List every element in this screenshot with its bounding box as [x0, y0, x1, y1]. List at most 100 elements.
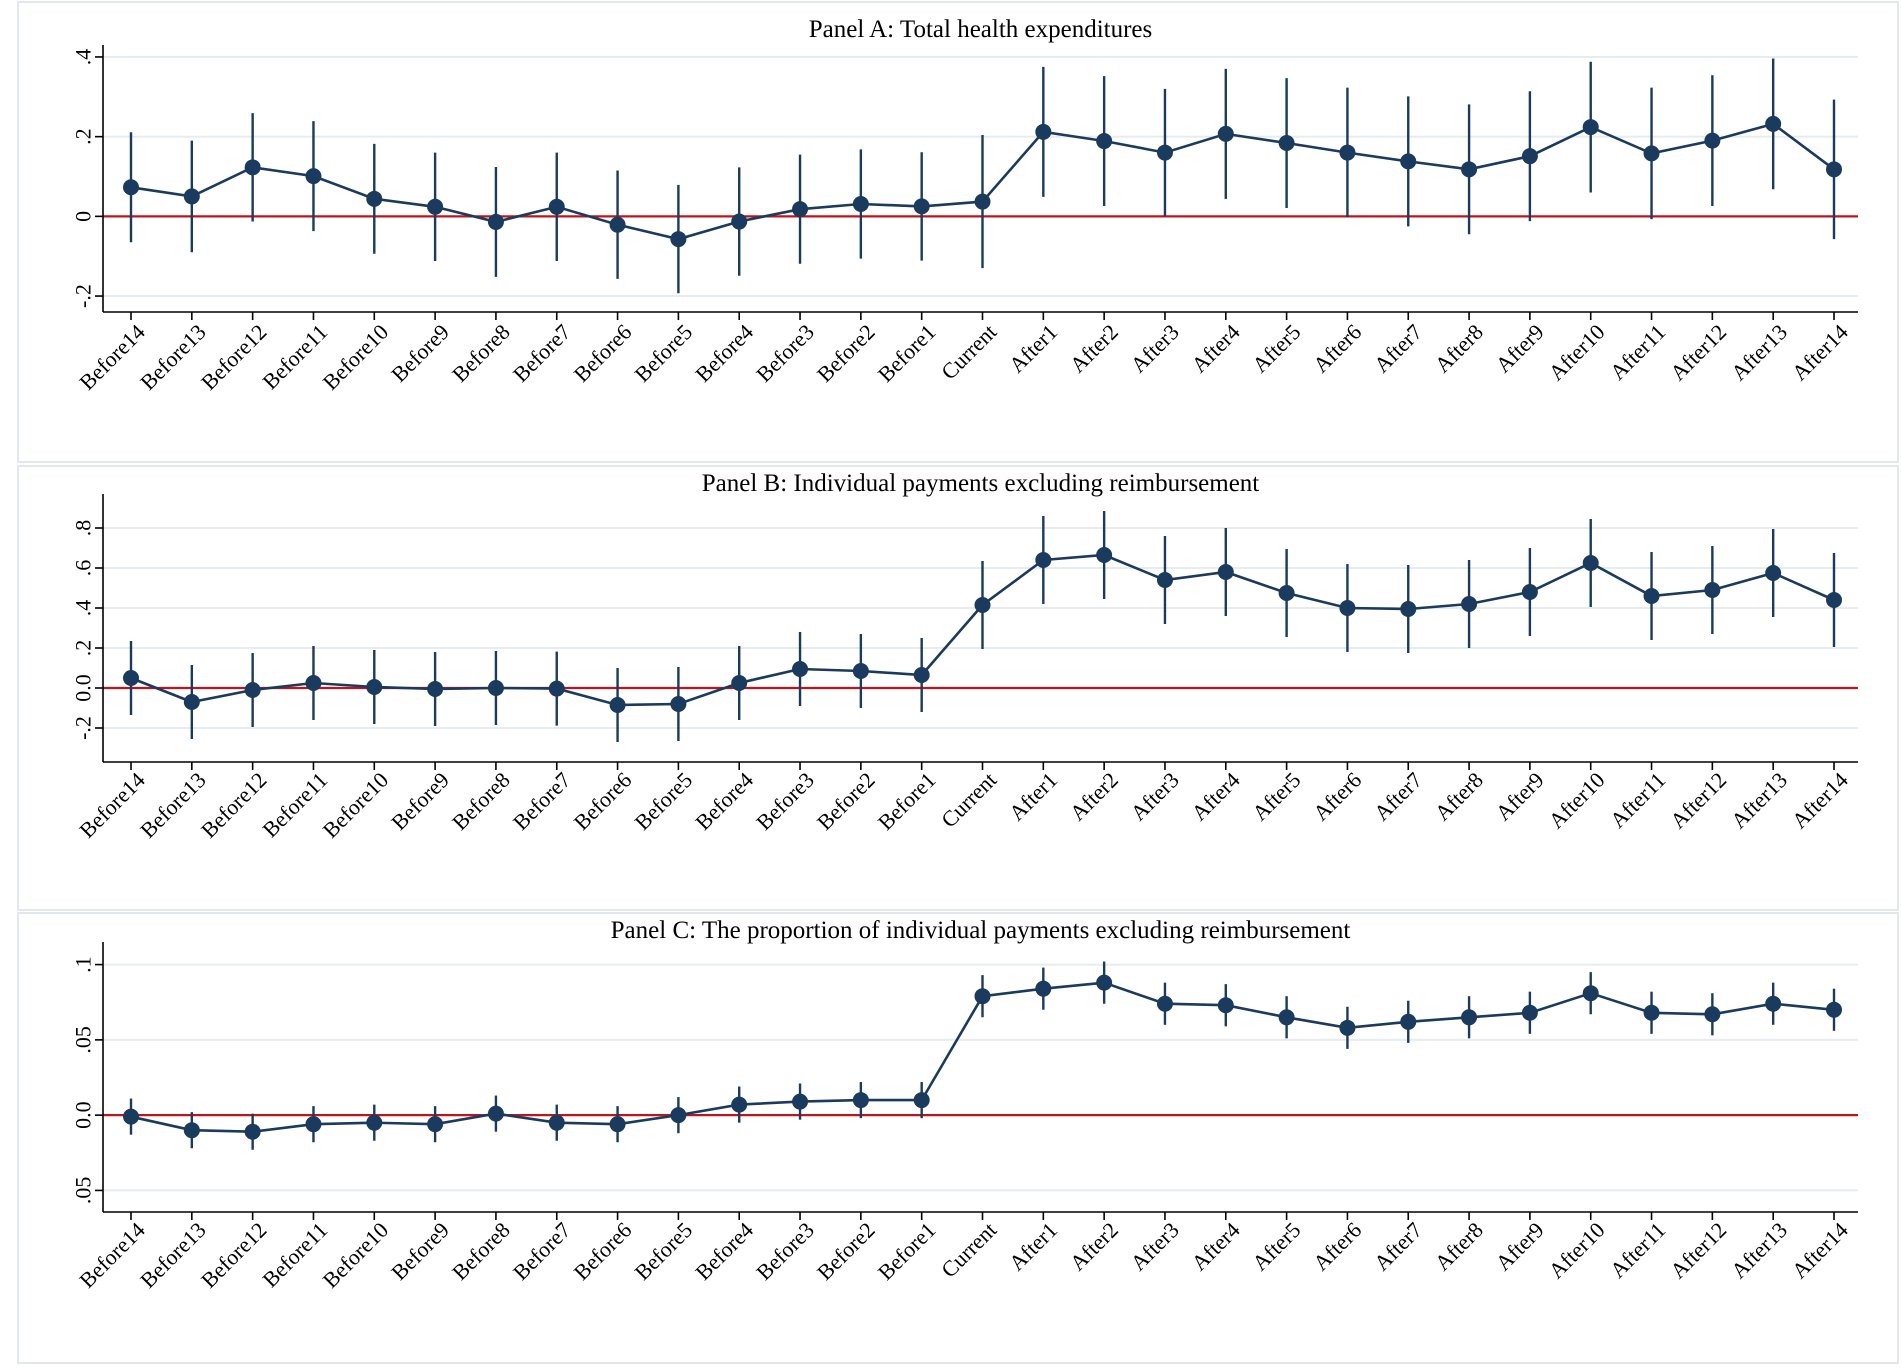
point-estimate — [1765, 995, 1782, 1012]
point-estimate — [427, 681, 444, 697]
point-estimate — [1339, 600, 1356, 616]
point-estimate — [792, 1093, 809, 1110]
point-estimate — [1096, 974, 1113, 991]
point-estimate — [1339, 1019, 1356, 1036]
point-estimate — [913, 198, 930, 215]
y-tick-label: .4 — [71, 600, 96, 617]
point-estimate — [1400, 1013, 1417, 1030]
point-estimate — [1461, 596, 1478, 612]
panel-title: Panel C: The proportion of individual pa… — [611, 917, 1351, 944]
y-tick-label: 0.0 — [71, 674, 96, 702]
point-estimate — [1096, 547, 1113, 563]
y-tick-label: .05 — [71, 1177, 96, 1205]
point-estimate — [1278, 585, 1295, 601]
point-estimate — [1217, 564, 1234, 580]
y-tick-label: .1 — [71, 956, 96, 973]
point-estimate — [731, 675, 748, 691]
point-estimate — [1704, 132, 1721, 149]
point-estimate — [244, 682, 261, 698]
y-tick-label: -.2 — [71, 716, 96, 740]
point-estimate — [1400, 153, 1417, 170]
point-estimate — [305, 1116, 322, 1133]
point-estimate — [1521, 1004, 1538, 1021]
point-estimate — [123, 179, 139, 196]
point-estimate — [1826, 1001, 1842, 1018]
point-estimate — [731, 213, 748, 230]
point-estimate — [974, 597, 991, 613]
point-estimate — [548, 680, 565, 697]
point-estimate — [427, 1116, 444, 1133]
y-tick-label: 0.0 — [71, 1101, 96, 1129]
point-estimate — [609, 216, 626, 233]
point-estimate — [305, 675, 322, 691]
panel-c: Panel C: The proportion of individual pa… — [17, 912, 1899, 1364]
point-estimate — [1765, 565, 1782, 581]
y-tick-label: .2 — [71, 640, 96, 657]
point-estimate — [123, 1108, 139, 1125]
point-estimate — [1582, 985, 1599, 1002]
point-estimate — [609, 1116, 626, 1133]
panel-frame — [17, 912, 1899, 1364]
point-estimate — [731, 1096, 748, 1113]
point-estimate — [1582, 555, 1599, 571]
point-estimate — [366, 679, 383, 695]
point-estimate — [1035, 123, 1052, 140]
point-estimate — [1156, 995, 1173, 1012]
point-estimate — [974, 193, 991, 210]
point-estimate — [1217, 997, 1234, 1014]
point-estimate — [792, 201, 809, 218]
point-estimate — [487, 680, 504, 696]
point-estimate — [670, 1107, 687, 1124]
point-estimate — [852, 1092, 869, 1109]
y-tick-label: .8 — [71, 520, 96, 537]
point-estimate — [548, 198, 565, 215]
point-estimate — [1582, 119, 1599, 136]
panel-title: Panel B: Individual payments excluding r… — [702, 470, 1260, 497]
y-tick-label: .6 — [71, 560, 96, 577]
point-estimate — [974, 988, 991, 1005]
point-estimate — [792, 661, 809, 677]
point-estimate — [123, 670, 139, 686]
point-estimate — [1096, 133, 1113, 150]
point-estimate — [1643, 1004, 1660, 1021]
point-estimate — [487, 213, 504, 230]
y-tick-label: .4 — [71, 49, 96, 66]
point-estimate — [366, 190, 383, 207]
point-estimate — [913, 1092, 930, 1109]
point-estimate — [366, 1114, 383, 1131]
point-estimate — [1521, 584, 1538, 600]
panel-a: Panel A: Total health expenditures -.2 0 .2… — [17, 1, 1899, 463]
panel-b: Panel B: Individual payments excluding r… — [17, 465, 1899, 911]
point-estimate — [305, 168, 322, 185]
point-estimate — [1217, 125, 1234, 142]
y-tick-label: -.2 — [71, 284, 96, 308]
point-estimate — [487, 1105, 504, 1122]
point-estimate — [548, 1114, 565, 1131]
point-estimate — [183, 1122, 200, 1139]
point-estimate — [244, 159, 261, 176]
point-estimate — [670, 696, 687, 712]
point-estimate — [1339, 144, 1356, 161]
y-tick-label: 0 — [71, 211, 96, 222]
point-estimate — [852, 663, 869, 679]
point-estimate — [1461, 1009, 1478, 1026]
point-estimate — [1035, 980, 1052, 997]
point-estimate — [852, 196, 869, 212]
point-estimate — [670, 231, 687, 248]
point-estimate — [1704, 1006, 1721, 1023]
point-estimate — [1278, 1009, 1295, 1026]
point-estimate — [183, 188, 200, 205]
point-estimate — [1156, 572, 1173, 588]
point-estimate — [183, 694, 200, 710]
point-estimate — [1156, 144, 1173, 161]
point-estimate — [1521, 148, 1538, 165]
point-estimate — [1400, 601, 1417, 617]
point-estimate — [1035, 552, 1052, 568]
point-estimate — [1826, 592, 1842, 608]
y-tick-label: .2 — [71, 128, 96, 145]
point-estimate — [913, 667, 930, 683]
point-estimate — [1704, 582, 1721, 598]
point-estimate — [1765, 115, 1782, 132]
point-estimate — [1461, 161, 1478, 178]
